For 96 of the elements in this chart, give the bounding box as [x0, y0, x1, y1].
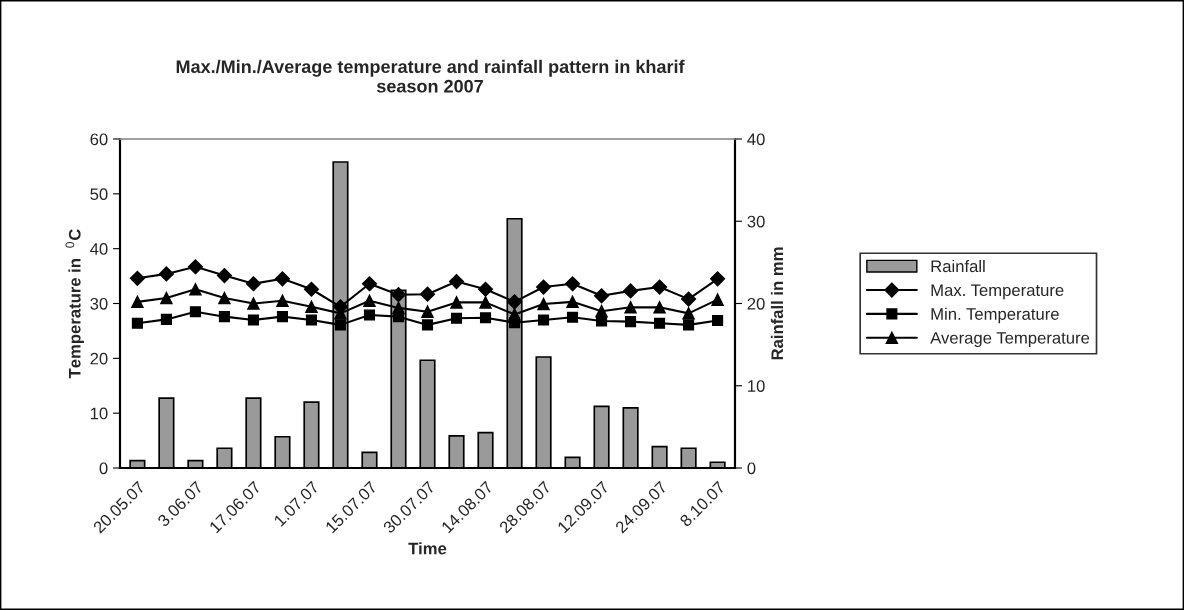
point — [363, 309, 376, 321]
y-tick-label: 50 — [90, 188, 108, 201]
point — [681, 291, 697, 307]
legend-label: Average Temperature — [930, 332, 1090, 348]
point — [537, 297, 550, 311]
point — [566, 295, 579, 309]
legend-label: Max. Temperature — [931, 284, 1064, 300]
point — [421, 319, 434, 331]
point — [450, 312, 463, 324]
point — [160, 291, 173, 305]
bar — [593, 405, 610, 468]
point — [654, 317, 666, 329]
point — [419, 286, 436, 302]
bar — [274, 435, 291, 468]
point — [450, 296, 463, 309]
point — [448, 273, 465, 290]
point — [305, 300, 318, 314]
chart-title: Max./Min./Average temperature and rainfall pattern in kharif season 2007 — [176, 59, 685, 93]
point — [683, 319, 695, 331]
point — [566, 311, 579, 323]
point — [247, 314, 259, 326]
point — [535, 279, 552, 295]
point — [276, 294, 289, 308]
y2-tick-label: 0 — [747, 462, 756, 475]
point — [305, 314, 318, 326]
point — [625, 316, 637, 328]
point — [218, 311, 230, 323]
bar — [361, 451, 378, 468]
bar — [448, 435, 465, 468]
point — [712, 314, 724, 327]
y2-tick-label: 10 — [748, 380, 765, 392]
y2-tick-label: 40 — [747, 133, 765, 146]
bar — [535, 356, 552, 468]
y-tick-label: 60 — [90, 133, 108, 146]
point — [653, 301, 666, 314]
legend-label: Rainfall — [931, 259, 985, 273]
y2-tick-label: 30 — [747, 215, 765, 228]
point — [479, 296, 492, 309]
point — [710, 271, 726, 287]
point — [421, 305, 434, 318]
x-axis-title: Time — [408, 542, 447, 555]
y-tick-label: 0 — [99, 462, 108, 475]
point — [187, 259, 203, 275]
point — [564, 276, 581, 292]
bar — [158, 397, 175, 468]
point — [247, 297, 260, 310]
point — [479, 312, 492, 324]
y-tick-label: 30 — [90, 297, 108, 310]
point — [652, 279, 668, 295]
point — [593, 288, 610, 304]
point — [363, 294, 376, 308]
point — [622, 283, 639, 299]
point — [276, 311, 289, 323]
bar — [680, 447, 697, 468]
bar — [419, 359, 436, 468]
point — [129, 270, 145, 286]
bar — [709, 461, 726, 468]
point — [131, 317, 143, 329]
point — [390, 287, 407, 303]
bar — [216, 447, 233, 468]
point — [189, 282, 202, 296]
bar — [477, 431, 494, 468]
point — [131, 295, 144, 309]
point — [334, 319, 347, 331]
bar — [245, 397, 262, 468]
point — [158, 266, 174, 282]
y-tick-label: 40 — [90, 243, 108, 255]
point — [537, 314, 550, 326]
point — [682, 307, 695, 320]
y2-axis-title: Rainfall in mm — [770, 247, 784, 360]
point — [189, 306, 201, 318]
point — [596, 315, 608, 327]
y-tick-label: 10 — [90, 407, 108, 420]
point — [216, 267, 233, 284]
bar — [622, 407, 639, 468]
point — [274, 271, 291, 287]
legend-label: Min. Temperature — [931, 307, 1059, 324]
point — [624, 301, 637, 314]
point — [361, 276, 378, 292]
bar — [303, 401, 320, 468]
point — [218, 291, 231, 305]
y-axis-title: Temperature in $^{0}$C — [65, 229, 84, 379]
y-tick-label: 20 — [90, 352, 108, 365]
y2-tick-label: 20 — [747, 297, 765, 310]
point — [477, 281, 494, 297]
point — [245, 276, 262, 292]
bar — [187, 459, 204, 468]
point — [160, 313, 172, 325]
bar — [651, 445, 668, 468]
bar — [564, 456, 581, 468]
point — [508, 308, 521, 321]
point — [595, 304, 608, 318]
point — [392, 301, 405, 315]
point — [711, 293, 724, 306]
point — [506, 294, 523, 310]
point — [303, 281, 320, 297]
